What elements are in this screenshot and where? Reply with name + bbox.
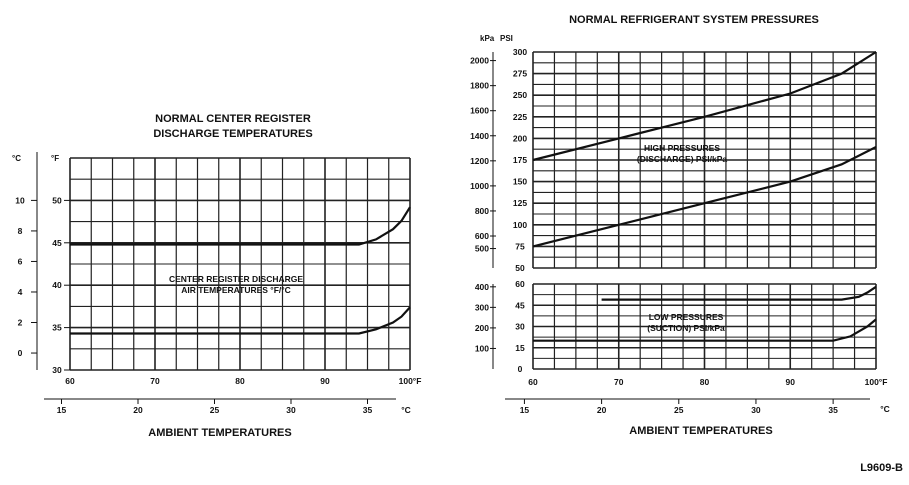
right-x-tick-c: 15 [520, 405, 530, 415]
low-y-tick-kpa: 100 [475, 343, 489, 353]
low-y-tick-psi: 15 [515, 343, 525, 353]
left-y-tick-c: 0 [18, 348, 23, 358]
low-y-tick-kpa: 200 [475, 323, 489, 333]
high-y-tick-kpa: 1600 [470, 106, 489, 116]
high-pressure-line-1 [532, 51, 877, 162]
right-x-tick-f: 90 [786, 377, 796, 387]
low-y-tick-psi: 0 [518, 364, 523, 374]
right-x-unit-c: °C [880, 404, 890, 414]
left-x-ticks-fahrenheit: 60 70 80 90 100°F [65, 376, 421, 386]
right-y-unit-kpa: kPa [480, 34, 495, 43]
left-x-tick-f: 60 [65, 376, 75, 386]
low-pressure-line-1 [601, 285, 877, 301]
right-x-ticks-fahrenheit: 60 70 80 90 100°F [528, 377, 887, 387]
high-y-tick-kpa: 1800 [470, 81, 489, 91]
left-chart: NORMAL CENTER REGISTER DISCHARGE TEMPERA… [12, 113, 421, 439]
left-x-ticks-celsius: 15 20 25 30 35 °C [57, 399, 411, 415]
low-pressure-line-2 [533, 318, 877, 342]
high-y-tick-psi: 150 [513, 177, 527, 187]
high-annotation-line-1: HIGH PRESSURES [644, 143, 720, 153]
left-y-tick-c: 6 [18, 256, 23, 266]
left-x-tick-f: 80 [235, 376, 245, 386]
high-y-tick-psi: 175 [513, 155, 527, 165]
right-x-ticks-celsius: 15 20 25 30 35 °C [520, 399, 890, 415]
left-title-line-2: DISCHARGE TEMPERATURES [153, 128, 312, 140]
right-y-ticks: 5075100125150175200225250275300500600800… [470, 47, 527, 374]
left-y-tick-f: 50 [52, 195, 62, 205]
high-y-tick-psi: 300 [513, 47, 527, 57]
high-y-tick-psi: 50 [515, 263, 525, 273]
left-y-tick-f: 45 [52, 238, 62, 248]
high-pressure-line-2 [532, 146, 877, 248]
high-annotation-line-2: (DISCHARGE) PSI/kPa [637, 154, 727, 164]
right-grid [532, 51, 877, 370]
right-x-tick-f: 100°F [865, 377, 888, 387]
low-annotation-line-1: LOW PRESSURES [649, 312, 724, 322]
left-x-unit-c: °C [401, 405, 411, 415]
high-y-tick-kpa: 1000 [470, 181, 489, 191]
right-y-unit-psi: PSI [500, 34, 513, 43]
right-chart: NORMAL REFRIGERANT SYSTEM PRESSURES kPa … [470, 14, 890, 437]
high-y-tick-kpa: 1400 [470, 131, 489, 141]
low-y-tick-kpa: 400 [475, 282, 489, 292]
high-y-tick-kpa: 1200 [470, 156, 489, 166]
low-annotation-line-2: (SUCTION) PSI/kPa [647, 323, 725, 333]
left-title-line-1: NORMAL CENTER REGISTER [155, 113, 311, 125]
left-y-tick-f: 30 [52, 365, 62, 375]
low-y-tick-kpa: 300 [475, 302, 489, 312]
right-x-tick-c: 20 [597, 405, 607, 415]
left-y-ticks-fahrenheit: 30 35 40 45 50 [52, 195, 70, 375]
high-y-tick-kpa: 2000 [470, 56, 489, 66]
left-y-tick-c: 8 [18, 226, 23, 236]
left-series [70, 206, 411, 335]
left-x-tick-c: 25 [210, 405, 220, 415]
left-y-tick-f: 40 [52, 280, 62, 290]
left-y-ticks-celsius: 0 2 4 6 8 10 [15, 195, 37, 358]
right-series [532, 51, 877, 342]
left-annotation-line-2: AIR TEMPERATURES °F/°C [181, 285, 291, 295]
low-y-tick-psi: 30 [515, 322, 525, 332]
left-y-unit-fahrenheit: °F [51, 154, 59, 163]
right-title: NORMAL REFRIGERANT SYSTEM PRESSURES [569, 14, 819, 26]
right-x-tick-c: 30 [751, 405, 761, 415]
right-x-tick-f: 60 [528, 377, 538, 387]
low-y-tick-psi: 60 [515, 279, 525, 289]
right-x-tick-c: 35 [828, 405, 838, 415]
high-y-tick-psi: 275 [513, 69, 527, 79]
left-x-axis-label: AMBIENT TEMPERATURES [148, 427, 291, 439]
low-y-tick-psi: 45 [515, 300, 525, 310]
high-y-tick-psi: 75 [515, 241, 525, 251]
high-y-tick-psi: 125 [513, 198, 527, 208]
left-y-tick-c: 10 [15, 195, 25, 205]
high-y-tick-kpa: 800 [475, 206, 489, 216]
left-x-tick-f: 90 [320, 376, 330, 386]
left-y-tick-c: 4 [18, 287, 23, 297]
left-y-tick-c: 2 [18, 318, 23, 328]
figure-code: L9609-B [860, 462, 903, 474]
left-x-tick-c: 15 [57, 405, 67, 415]
right-x-axis-label: AMBIENT TEMPERATURES [629, 425, 772, 437]
high-y-tick-kpa: 500 [475, 244, 489, 254]
right-x-tick-f: 80 [700, 377, 710, 387]
left-x-tick-f: 100°F [399, 376, 422, 386]
left-y-unit-celsius: °C [12, 154, 21, 163]
high-y-tick-psi: 200 [513, 133, 527, 143]
right-x-tick-f: 70 [614, 377, 624, 387]
high-y-tick-kpa: 600 [475, 231, 489, 241]
left-annotation-line-1: CENTER REGISTER DISCHARGE [169, 274, 303, 284]
high-y-tick-psi: 225 [513, 112, 527, 122]
left-x-tick-c: 35 [363, 405, 373, 415]
left-series-line-2 [70, 306, 411, 335]
high-y-tick-psi: 250 [513, 90, 527, 100]
left-x-tick-c: 30 [286, 405, 296, 415]
left-y-tick-f: 35 [52, 323, 62, 333]
left-x-tick-f: 70 [150, 376, 160, 386]
high-y-tick-psi: 100 [513, 220, 527, 230]
right-x-tick-c: 25 [674, 405, 684, 415]
left-x-tick-c: 20 [133, 405, 143, 415]
left-series-line-1 [70, 206, 411, 246]
left-grid [69, 157, 411, 371]
